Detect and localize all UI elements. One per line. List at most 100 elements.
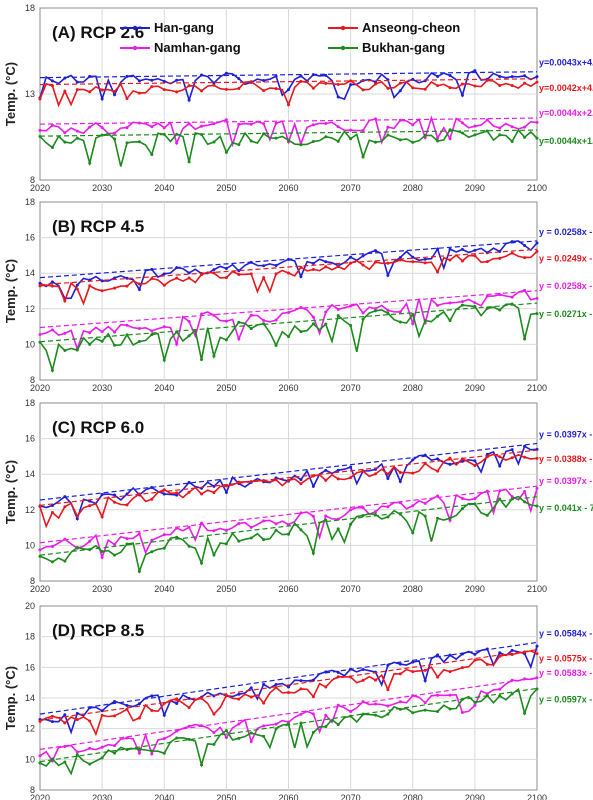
data-point: [498, 74, 502, 78]
data-point: [237, 337, 241, 341]
data-point: [150, 752, 154, 756]
data-point: [162, 88, 166, 92]
data-point: [162, 546, 166, 550]
data-point: [274, 87, 278, 91]
data-point: [299, 275, 303, 279]
x-tick-label: 2020: [30, 383, 50, 393]
data-point: [436, 516, 440, 520]
data-point: [224, 735, 228, 739]
trend-equation: y=0.0042x+4.82: [539, 83, 593, 93]
data-point: [212, 83, 216, 87]
data-point: [324, 468, 328, 472]
data-point: [274, 682, 278, 686]
data-point: [125, 707, 129, 711]
data-point: [448, 128, 452, 132]
data-point: [137, 140, 141, 144]
data-point: [460, 300, 464, 304]
data-point: [299, 478, 303, 482]
x-tick-label: 2090: [465, 183, 485, 193]
data-point: [436, 139, 440, 143]
data-point: [75, 517, 79, 521]
data-point: [224, 150, 228, 154]
data-point: [361, 317, 365, 321]
data-point: [510, 456, 514, 460]
data-point: [510, 295, 514, 299]
data-point: [187, 490, 191, 494]
data-point: [187, 544, 191, 548]
data-point: [212, 313, 216, 317]
data-point: [448, 86, 452, 90]
x-tick-label: 2040: [154, 584, 174, 594]
trend-equation: y = 0.0258x - 38.94: [539, 227, 593, 237]
data-point: [498, 497, 502, 501]
data-point: [411, 711, 415, 715]
y-tick-label: 8: [30, 175, 35, 185]
x-tick-label: 2100: [527, 183, 547, 193]
data-point: [249, 313, 253, 317]
trend-equation: y = 0.0597x - 111.2: [539, 694, 593, 704]
data-point: [349, 465, 353, 469]
data-point: [448, 74, 452, 78]
data-point: [137, 747, 141, 751]
data-point: [88, 284, 92, 288]
data-point: [237, 722, 241, 726]
y-tick-label: 12: [25, 304, 35, 314]
data-point: [88, 539, 92, 543]
data-point: [436, 469, 440, 473]
data-point: [38, 505, 42, 509]
data-point: [224, 118, 228, 122]
data-point: [113, 542, 117, 546]
data-point: [287, 335, 290, 339]
data-point: [299, 679, 303, 683]
data-point: [311, 86, 315, 90]
data-point: [187, 84, 191, 88]
data-point: [162, 325, 166, 329]
data-point: [386, 505, 390, 509]
x-tick-label: 2080: [403, 183, 423, 193]
data-point: [162, 79, 166, 83]
data-point: [50, 328, 54, 332]
data-point: [88, 161, 92, 165]
trend-equation: y = 0.0575x - 103.9: [539, 654, 593, 664]
data-point: [535, 644, 539, 648]
data-point: [100, 279, 104, 283]
data-point: [299, 143, 303, 147]
chart-panel-1: 8 13 18 2020 2030 2040 2050 2060 2070 2080 2090 210…: [3, 3, 593, 193]
data-point: [535, 120, 539, 124]
data-point: [324, 713, 328, 717]
data-point: [386, 476, 390, 480]
data-point: [523, 500, 527, 504]
panel-title: (B) RCP 4.5: [52, 217, 144, 236]
data-point: [274, 528, 278, 532]
data-point: [498, 651, 502, 655]
data-point: [75, 718, 79, 722]
data-point: [212, 122, 216, 126]
x-tick-label: 2090: [465, 383, 485, 393]
data-point: [324, 514, 328, 518]
data-point: [535, 687, 539, 691]
data-point: [386, 688, 390, 692]
data-point: [398, 89, 402, 93]
data-point: [473, 652, 477, 656]
trend-equation: y = 0.0397x - 67.93: [539, 429, 593, 439]
data-point: [448, 653, 452, 657]
data-point: [63, 760, 67, 764]
data-point: [448, 456, 452, 460]
data-point: [63, 559, 67, 563]
data-point: [249, 122, 253, 126]
data-point: [137, 751, 141, 755]
data-point: [448, 693, 452, 697]
y-tick-label: 18: [25, 197, 35, 207]
data-point: [386, 308, 390, 312]
data-point: [274, 722, 278, 726]
data-point: [237, 87, 241, 91]
data-point: [336, 477, 340, 481]
data-point: [523, 125, 527, 129]
data-point: [125, 126, 129, 130]
data-point: [75, 287, 79, 291]
data-point: [224, 71, 228, 75]
data-point: [212, 731, 216, 735]
y-tick-label: 12: [25, 505, 35, 515]
x-tick-label: 2100: [527, 793, 547, 800]
data-point: [510, 251, 514, 255]
